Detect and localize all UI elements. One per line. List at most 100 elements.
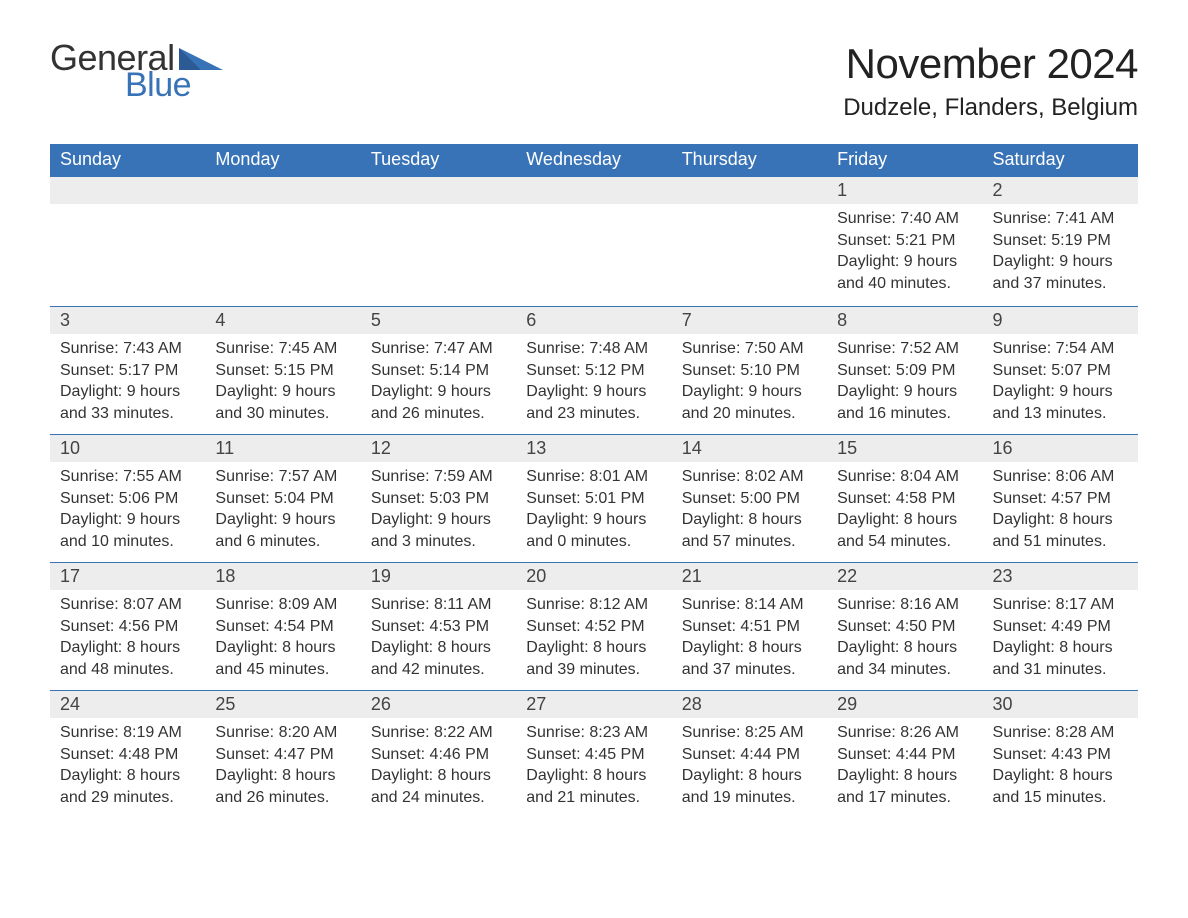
calendar-day-cell: 26Sunrise: 8:22 AMSunset: 4:46 PMDayligh…	[361, 690, 516, 818]
day-d1-text: Daylight: 8 hours	[371, 637, 506, 659]
day-number: 14	[672, 435, 827, 463]
day-sunset-text: Sunset: 5:09 PM	[837, 360, 972, 382]
day-sunset-text: Sunset: 5:14 PM	[371, 360, 506, 382]
calendar-day-cell: 2Sunrise: 7:41 AMSunset: 5:19 PMDaylight…	[983, 176, 1138, 306]
day-sunset-text: Sunset: 5:15 PM	[215, 360, 350, 382]
day-number: 7	[672, 307, 827, 335]
day-data: Sunrise: 8:28 AMSunset: 4:43 PMDaylight:…	[983, 718, 1138, 814]
day-sunset-text: Sunset: 4:52 PM	[526, 616, 661, 638]
weekday-header: Saturday	[983, 144, 1138, 176]
day-d2-text: and 51 minutes.	[993, 531, 1128, 553]
day-data: Sunrise: 8:23 AMSunset: 4:45 PMDaylight:…	[516, 718, 671, 814]
day-d1-text: Daylight: 8 hours	[526, 765, 661, 787]
day-d1-text: Daylight: 9 hours	[215, 381, 350, 403]
day-d1-text: Daylight: 9 hours	[682, 381, 817, 403]
day-data: Sunrise: 8:16 AMSunset: 4:50 PMDaylight:…	[827, 590, 982, 686]
day-d1-text: Daylight: 9 hours	[526, 381, 661, 403]
day-sunset-text: Sunset: 4:44 PM	[682, 744, 817, 766]
day-d1-text: Daylight: 9 hours	[837, 381, 972, 403]
day-d2-text: and 37 minutes.	[682, 659, 817, 681]
day-data: Sunrise: 8:20 AMSunset: 4:47 PMDaylight:…	[205, 718, 360, 814]
day-data: Sunrise: 8:07 AMSunset: 4:56 PMDaylight:…	[50, 590, 205, 686]
day-number: 18	[205, 563, 360, 591]
day-data: Sunrise: 8:06 AMSunset: 4:57 PMDaylight:…	[983, 462, 1138, 558]
day-d1-text: Daylight: 8 hours	[682, 765, 817, 787]
day-sunrise-text: Sunrise: 7:48 AM	[526, 338, 661, 360]
day-d1-text: Daylight: 8 hours	[993, 509, 1128, 531]
day-d1-text: Daylight: 8 hours	[837, 637, 972, 659]
calendar-day-cell: 27Sunrise: 8:23 AMSunset: 4:45 PMDayligh…	[516, 690, 671, 818]
calendar-body: 1Sunrise: 7:40 AMSunset: 5:21 PMDaylight…	[50, 176, 1138, 818]
day-data: Sunrise: 7:59 AMSunset: 5:03 PMDaylight:…	[361, 462, 516, 558]
day-sunrise-text: Sunrise: 8:26 AM	[837, 722, 972, 744]
day-d1-text: Daylight: 8 hours	[682, 509, 817, 531]
day-sunset-text: Sunset: 5:00 PM	[682, 488, 817, 510]
day-d1-text: Daylight: 8 hours	[837, 765, 972, 787]
calendar-empty-cell	[50, 176, 205, 306]
day-sunrise-text: Sunrise: 7:41 AM	[993, 208, 1128, 230]
day-d2-text: and 17 minutes.	[837, 787, 972, 809]
day-sunrise-text: Sunrise: 8:16 AM	[837, 594, 972, 616]
day-number: 17	[50, 563, 205, 591]
day-number: 5	[361, 307, 516, 335]
day-sunrise-text: Sunrise: 7:45 AM	[215, 338, 350, 360]
day-d1-text: Daylight: 8 hours	[993, 765, 1128, 787]
day-d1-text: Daylight: 8 hours	[526, 637, 661, 659]
day-sunset-text: Sunset: 4:53 PM	[371, 616, 506, 638]
day-sunset-text: Sunset: 5:21 PM	[837, 230, 972, 252]
day-number: 9	[983, 307, 1138, 335]
calendar-day-cell: 4 Sunrise: 7:45 AMSunset: 5:15 PMDaylight…	[205, 306, 360, 434]
day-sunrise-text: Sunrise: 8:14 AM	[682, 594, 817, 616]
calendar-day-cell: 12Sunrise: 7:59 AMSunset: 5:03 PMDayligh…	[361, 434, 516, 562]
calendar-day-cell: 29Sunrise: 8:26 AMSunset: 4:44 PMDayligh…	[827, 690, 982, 818]
calendar-day-cell: 7Sunrise: 7:50 AMSunset: 5:10 PMDaylight…	[672, 306, 827, 434]
day-number-empty	[361, 177, 516, 205]
day-data: Sunrise: 7:55 AMSunset: 5:06 PMDaylight:…	[50, 462, 205, 558]
day-d2-text: and 48 minutes.	[60, 659, 195, 681]
day-data: Sunrise: 7:50 AMSunset: 5:10 PMDaylight:…	[672, 334, 827, 430]
day-d2-text: and 33 minutes.	[60, 403, 195, 425]
day-data: Sunrise: 7:57 AMSunset: 5:04 PMDaylight:…	[205, 462, 360, 558]
day-data: Sunrise: 7:52 AMSunset: 5:09 PMDaylight:…	[827, 334, 982, 430]
day-d2-text: and 45 minutes.	[215, 659, 350, 681]
day-number: 25	[205, 691, 360, 719]
day-sunrise-text: Sunrise: 8:17 AM	[993, 594, 1128, 616]
calendar-day-cell: 17Sunrise: 8:07 AMSunset: 4:56 PMDayligh…	[50, 562, 205, 690]
day-number-empty	[516, 177, 671, 205]
day-d2-text: and 29 minutes.	[60, 787, 195, 809]
day-sunrise-text: Sunrise: 8:01 AM	[526, 466, 661, 488]
calendar-week-row: 10Sunrise: 7:55 AMSunset: 5:06 PMDayligh…	[50, 434, 1138, 562]
day-number: 15	[827, 435, 982, 463]
day-sunset-text: Sunset: 4:54 PM	[215, 616, 350, 638]
day-sunset-text: Sunset: 5:04 PM	[215, 488, 350, 510]
day-sunrise-text: Sunrise: 7:50 AM	[682, 338, 817, 360]
day-number: 30	[983, 691, 1138, 719]
day-sunrise-text: Sunrise: 8:25 AM	[682, 722, 817, 744]
calendar-day-cell: 8Sunrise: 7:52 AMSunset: 5:09 PMDaylight…	[827, 306, 982, 434]
calendar-day-cell: 3Sunrise: 7:43 AMSunset: 5:17 PMDaylight…	[50, 306, 205, 434]
day-sunrise-text: Sunrise: 8:11 AM	[371, 594, 506, 616]
day-data: Sunrise: 7:48 AMSunset: 5:12 PMDaylight:…	[516, 334, 671, 430]
calendar-week-row: 17Sunrise: 8:07 AMSunset: 4:56 PMDayligh…	[50, 562, 1138, 690]
day-sunrise-text: Sunrise: 8:19 AM	[60, 722, 195, 744]
day-data: Sunrise: 8:01 AMSunset: 5:01 PMDaylight:…	[516, 462, 671, 558]
day-number-empty	[205, 177, 360, 205]
day-sunrise-text: Sunrise: 7:57 AM	[215, 466, 350, 488]
month-title: November 2024	[843, 40, 1138, 88]
day-number: 13	[516, 435, 671, 463]
day-sunset-text: Sunset: 5:03 PM	[371, 488, 506, 510]
day-sunset-text: Sunset: 4:58 PM	[837, 488, 972, 510]
calendar-day-cell: 22Sunrise: 8:16 AMSunset: 4:50 PMDayligh…	[827, 562, 982, 690]
calendar-day-cell: 11Sunrise: 7:57 AMSunset: 5:04 PMDayligh…	[205, 434, 360, 562]
calendar-day-cell: 18Sunrise: 8:09 AMSunset: 4:54 PMDayligh…	[205, 562, 360, 690]
day-sunset-text: Sunset: 5:06 PM	[60, 488, 195, 510]
weekday-header: Wednesday	[516, 144, 671, 176]
calendar-day-cell: 16Sunrise: 8:06 AMSunset: 4:57 PMDayligh…	[983, 434, 1138, 562]
calendar-day-cell: 9Sunrise: 7:54 AMSunset: 5:07 PMDaylight…	[983, 306, 1138, 434]
weekday-header: Tuesday	[361, 144, 516, 176]
day-d1-text: Daylight: 8 hours	[60, 765, 195, 787]
day-sunset-text: Sunset: 5:10 PM	[682, 360, 817, 382]
day-number: 4	[205, 307, 360, 335]
day-sunrise-text: Sunrise: 7:43 AM	[60, 338, 195, 360]
day-data: Sunrise: 8:14 AMSunset: 4:51 PMDaylight:…	[672, 590, 827, 686]
